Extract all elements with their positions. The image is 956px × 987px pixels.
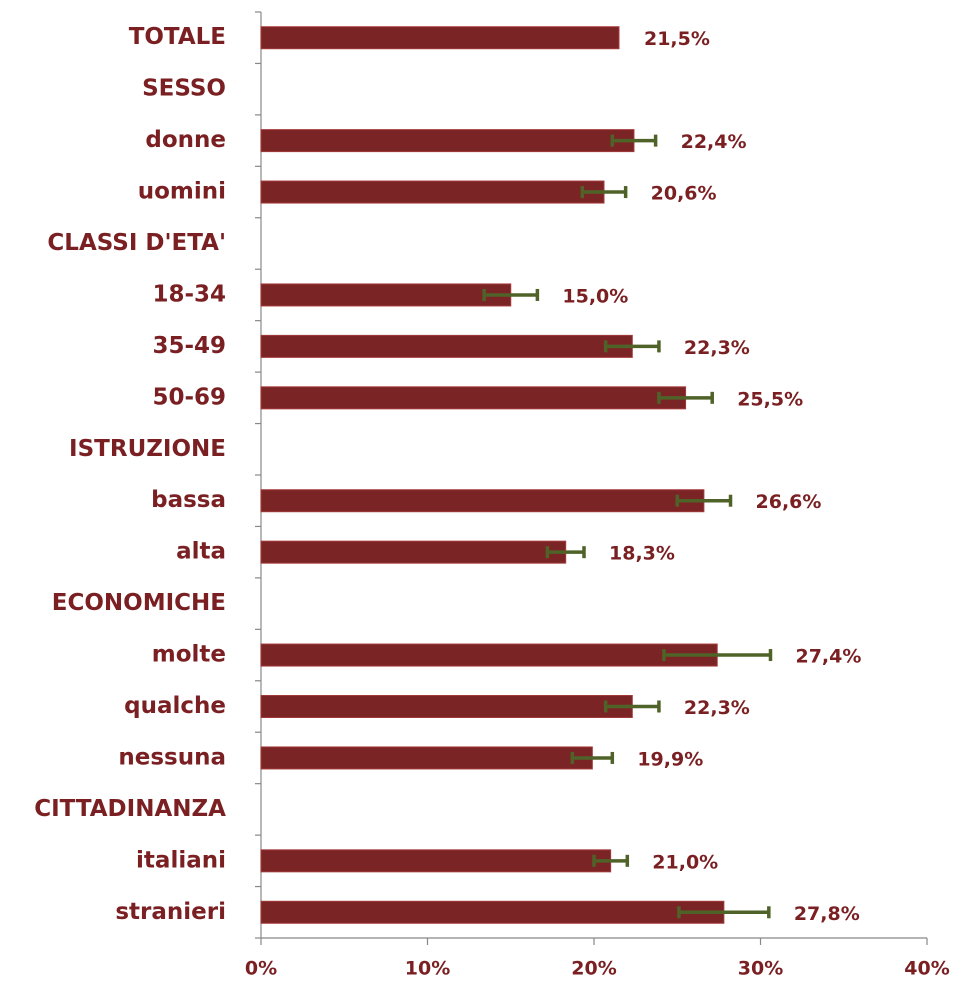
bar <box>260 283 512 307</box>
error-bar <box>603 700 661 713</box>
bar <box>260 695 633 718</box>
bar <box>260 334 633 358</box>
x-tick-label: 40% <box>904 958 949 980</box>
error-bar <box>675 494 733 507</box>
x-tick-label: 0% <box>245 958 277 980</box>
y-tick-label: molte <box>152 642 226 668</box>
value-label: 19,9% <box>637 748 703 770</box>
y-tick-label: uomini <box>138 179 226 205</box>
bar <box>260 746 593 770</box>
value-label: 27,4% <box>795 646 861 668</box>
bar <box>260 180 605 204</box>
y-tick-label: TOTALE <box>129 24 226 50</box>
y-tick-label: nessuna <box>118 744 226 770</box>
value-label: 25,5% <box>737 388 803 410</box>
value-label: 22,4% <box>681 131 747 153</box>
value-label: 22,3% <box>684 697 750 719</box>
value-label: 20,6% <box>651 183 717 205</box>
x-tick-label: 20% <box>571 958 616 980</box>
error-bar <box>657 391 714 404</box>
bar <box>260 900 725 924</box>
error-bar <box>545 546 586 559</box>
error-bar <box>677 906 771 919</box>
y-tick-label: donne <box>145 127 226 153</box>
error-bar <box>580 186 628 199</box>
y-tick-label: italiani <box>136 847 226 873</box>
error-bar <box>482 288 540 301</box>
error-bar <box>570 751 615 764</box>
bar <box>260 643 718 667</box>
y-tick-label: alta <box>176 539 226 565</box>
y-tick-label: bassa <box>151 487 226 513</box>
y-tick-label: 50-69 <box>152 384 226 410</box>
y-tick-label: 18-34 <box>152 281 226 307</box>
value-label: 26,6% <box>756 491 822 513</box>
y-tick-label: 35-49 <box>152 333 226 359</box>
value-label: 18,3% <box>609 543 675 565</box>
y-tick-label: qualche <box>124 693 226 719</box>
bar <box>260 540 567 564</box>
bar <box>260 386 687 410</box>
y-tick-label: ISTRUZIONE <box>69 436 226 462</box>
x-tick-label: 30% <box>738 958 783 980</box>
y-tick-label: ECONOMICHE <box>52 590 226 616</box>
y-tick-label: CITTADINANZA <box>34 796 226 822</box>
value-label: 22,3% <box>684 337 750 359</box>
y-tick-label: SESSO <box>142 76 226 102</box>
error-bar <box>610 134 658 147</box>
error-bar <box>662 649 773 662</box>
bar <box>260 489 705 513</box>
value-label: 15,0% <box>562 285 628 307</box>
error-bar <box>592 854 630 867</box>
value-label: 21,5% <box>644 28 710 50</box>
bar <box>260 129 635 153</box>
value-label: 21,0% <box>652 851 718 873</box>
bar <box>260 849 612 873</box>
y-tick-label: CLASSI D'ETA' <box>47 230 226 256</box>
x-tick-label: 10% <box>405 958 450 980</box>
value-label: 27,8% <box>794 903 860 925</box>
bar <box>260 26 620 50</box>
error-bar <box>603 340 661 353</box>
y-tick-label: stranieri <box>115 899 226 925</box>
